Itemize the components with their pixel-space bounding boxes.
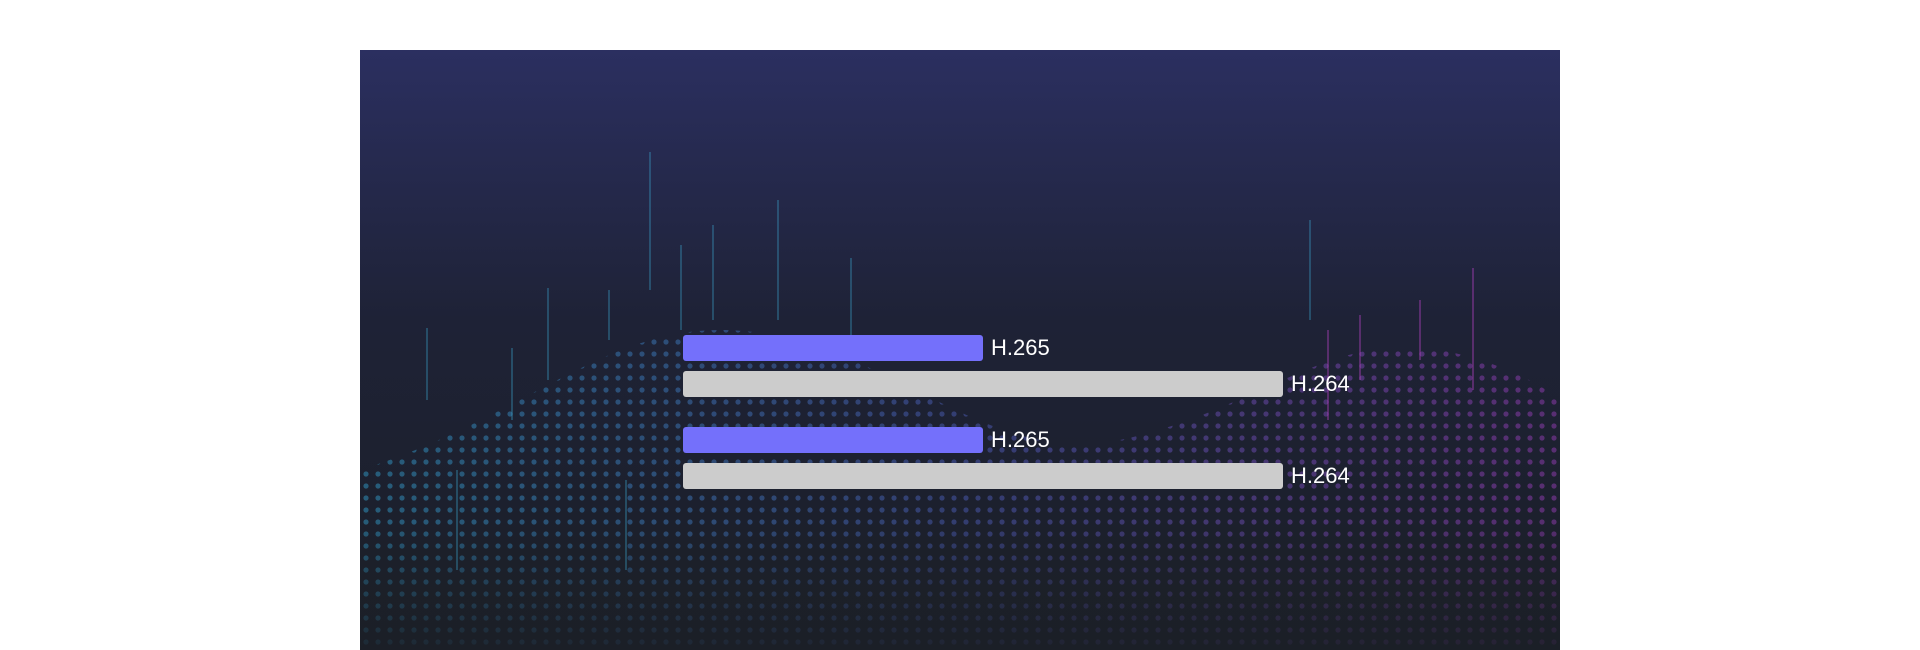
bar-label: H.264 [1291, 463, 1350, 488]
bar-label: H.265 [991, 427, 1050, 452]
fade [360, 520, 1560, 650]
bar [683, 427, 983, 453]
light-streaks-purple [1327, 268, 1474, 420]
light-streaks [426, 152, 1311, 570]
bar [683, 335, 983, 361]
bar [683, 371, 1283, 397]
comparison-bars: H.265 H.264 H.265 H.264 [683, 335, 1350, 489]
bar [683, 463, 1283, 489]
bar-label: H.265 [991, 335, 1050, 360]
bar-label: H.264 [1291, 371, 1350, 396]
